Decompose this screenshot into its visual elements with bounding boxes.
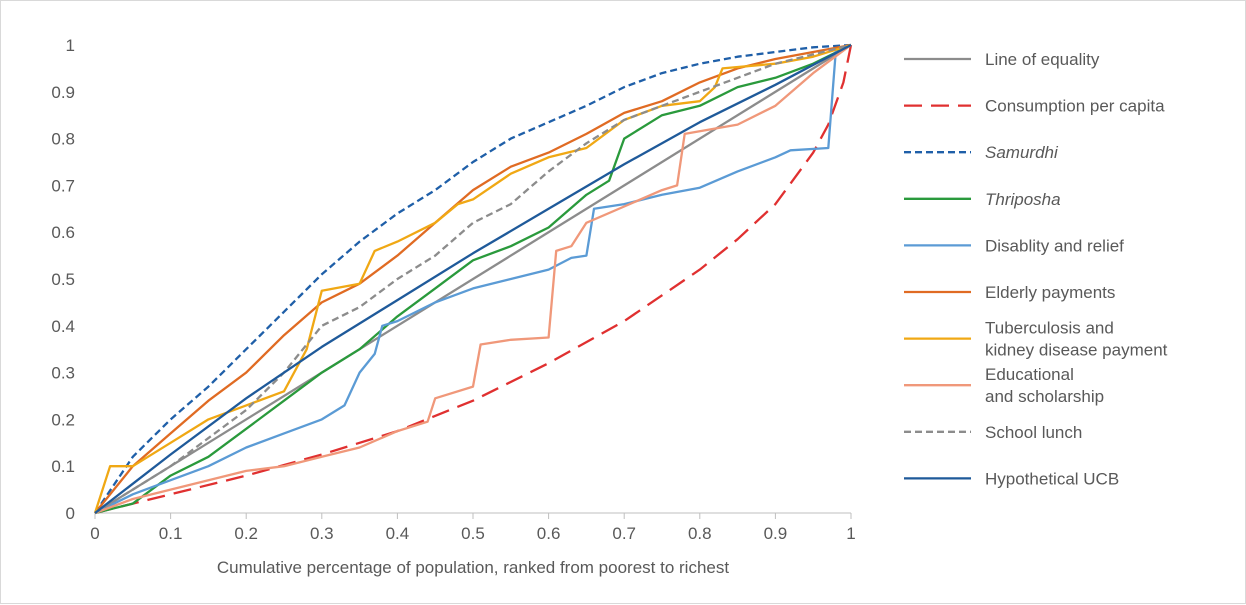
series-line-line-of-equality [94, 44, 852, 514]
x-tick-label: 0.6 [537, 524, 561, 543]
series-line-tuberculosis-and-kidney-disease-payment [93, 43, 852, 514]
legend-label: School lunch [985, 423, 1082, 442]
legend-label: Line of equality [985, 50, 1100, 69]
x-tick-label: 0.1 [159, 524, 183, 543]
legend-label: Samurdhi [985, 143, 1059, 162]
legend-item-consumption-per-capita: Consumption per capita [904, 97, 1165, 116]
series-line-thriposha [94, 43, 852, 515]
series-line-disablity-and-relief [94, 43, 852, 515]
y-tick-label: 0.8 [51, 130, 75, 149]
y-tick-label: 0.5 [51, 270, 75, 289]
x-tick-label: 0.9 [764, 524, 788, 543]
series-line-samurdhi [94, 43, 852, 514]
series-line-elderly-payments [94, 43, 852, 514]
legend-item-thriposha: Thriposha [904, 190, 1061, 209]
y-tick-label: 1 [66, 36, 75, 55]
legend-item-tuberculosis-and-kidney-disease-payment: Tuberculosis and kidney disease payment [904, 319, 1168, 360]
legend-item-samurdhi: Samurdhi [904, 143, 1059, 162]
legend-label: Educational [985, 365, 1074, 384]
x-tick-label: 1 [846, 524, 855, 543]
x-tick-label: 0.4 [386, 524, 410, 543]
x-tick-label: 0.5 [461, 524, 485, 543]
x-tick-label: 0.8 [688, 524, 712, 543]
series-layer [93, 43, 853, 515]
legend: Line of equality Consumption per capita Sa… [904, 50, 1168, 488]
x-tick-label: 0 [90, 524, 99, 543]
y-tick-label: 0.2 [51, 410, 75, 429]
y-tick-label: 0 [66, 504, 75, 523]
y-tick-label: 0.9 [51, 83, 75, 102]
legend-item-educational-and-scholarship: Educational and scholarship [904, 365, 1104, 406]
legend-item-line-of-equality: Line of equality [904, 50, 1100, 69]
legend-label: Elderly payments [985, 283, 1115, 302]
y-tick-label: 0.1 [51, 457, 75, 476]
legend-label: Hypothetical UCB [985, 469, 1119, 488]
legend-label: kidney disease payment [985, 341, 1168, 360]
x-tick-label: 0.3 [310, 524, 334, 543]
legend-item-disablity-and-relief: Disablity and relief [904, 236, 1124, 255]
series-line-school-lunch [94, 43, 852, 514]
axes: 0 0.1 0.2 0.3 0.4 0.5 0.6 0.7 0.8 0.9 1 0 0.1 0.2 0.3 0… [51, 36, 855, 543]
x-tick-label: 0.2 [234, 524, 258, 543]
legend-label: Thriposha [985, 190, 1061, 209]
x-tick-label: 0.7 [612, 524, 636, 543]
y-tick-label: 0.3 [51, 364, 75, 383]
x-axis-title: Cumulative percentage of population, ran… [217, 558, 729, 577]
legend-label: Consumption per capita [985, 97, 1165, 116]
y-tick-label: 0.7 [51, 176, 75, 195]
legend-label: and scholarship [985, 387, 1104, 406]
series-line-consumption-per-capita [94, 44, 853, 515]
legend-label: Tuberculosis and [985, 319, 1114, 338]
legend-item-elderly-payments: Elderly payments [904, 283, 1115, 302]
legend-item-school-lunch: School lunch [904, 423, 1082, 442]
series-line-educational-and-scholarship [94, 44, 852, 515]
series-line-hypothetical-ucb [94, 43, 852, 514]
y-tick-label: 0.6 [51, 223, 75, 242]
legend-item-hypothetical-ucb: Hypothetical UCB [904, 469, 1119, 488]
legend-label: Disablity and relief [985, 236, 1124, 255]
y-tick-label: 0.4 [51, 317, 75, 336]
